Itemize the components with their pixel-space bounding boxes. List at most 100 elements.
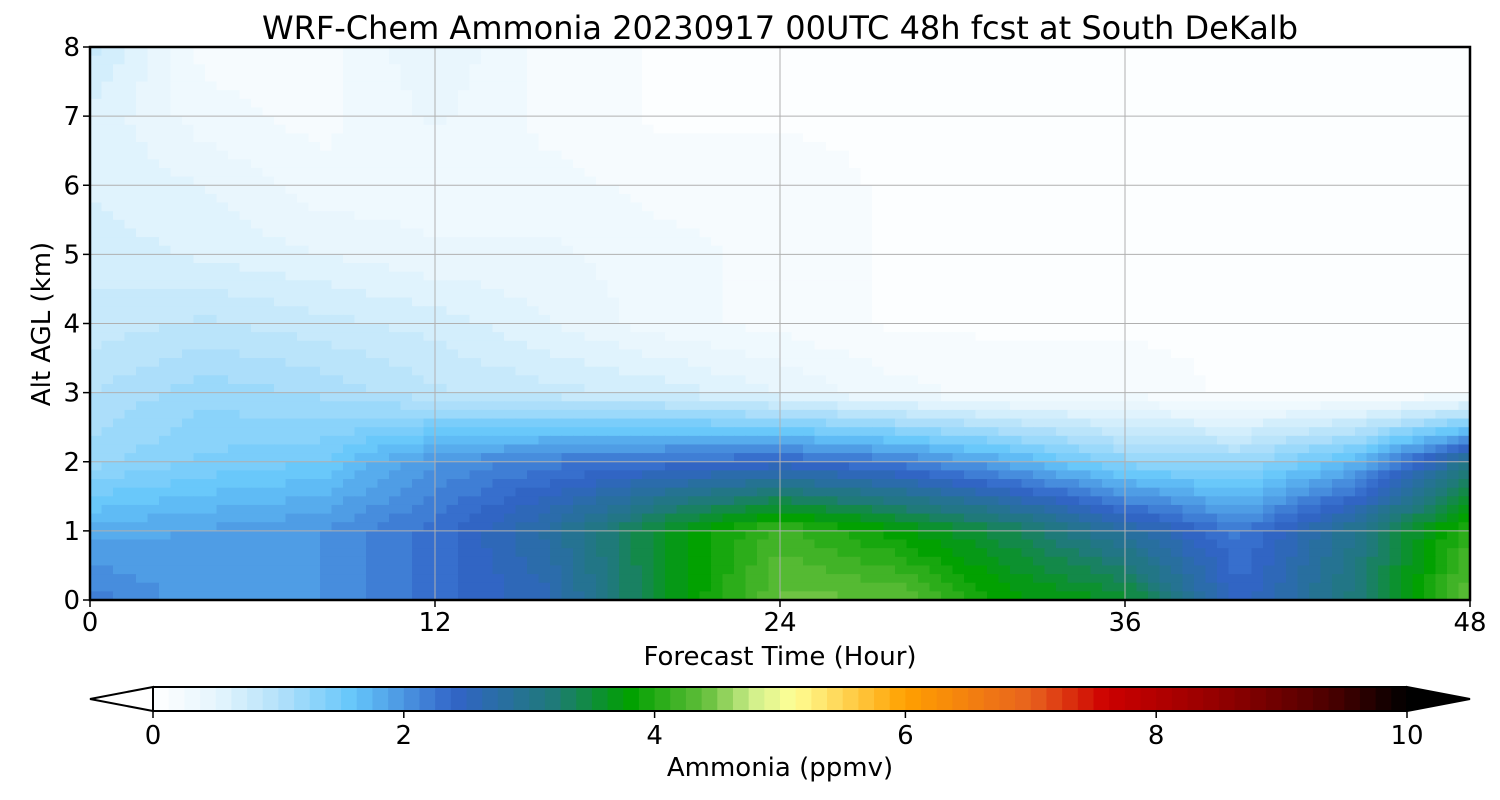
field-cell (251, 314, 264, 325)
field-cell (791, 323, 804, 333)
field-cell (734, 263, 747, 273)
field-cell (343, 245, 356, 255)
field-cell (1090, 55, 1103, 65)
field-cell (964, 90, 977, 100)
field-cell (1320, 392, 1333, 402)
field-cell (297, 228, 310, 238)
field-cell (906, 237, 919, 247)
field-cell (331, 392, 344, 402)
field-cell (941, 340, 954, 351)
field-cell (711, 271, 724, 281)
field-cell (297, 392, 310, 402)
field-cell (193, 401, 206, 411)
field-cell (458, 211, 471, 221)
field-cell (837, 306, 850, 316)
field-cell (377, 81, 390, 91)
field-cell (998, 150, 1011, 160)
field-cell (1320, 55, 1333, 65)
field-cell (791, 64, 804, 74)
field-cell (975, 297, 988, 307)
field-cell (711, 383, 724, 394)
field-cell (711, 142, 724, 152)
field-cell (285, 185, 298, 195)
field-cell (860, 116, 873, 126)
field-cell (239, 202, 252, 212)
field-cell (216, 366, 229, 376)
field-cell (791, 358, 804, 368)
field-cell (826, 133, 839, 143)
field-cell (895, 185, 908, 195)
field-cell (124, 219, 137, 230)
field-cell (1217, 193, 1230, 204)
field-cell (262, 150, 275, 160)
field-cell (1102, 228, 1115, 238)
field-cell (446, 124, 459, 135)
field-cell (1389, 297, 1402, 307)
field-cell (136, 263, 149, 273)
field-cell (872, 280, 885, 290)
field-cell (216, 332, 229, 342)
field-cell (1021, 116, 1034, 126)
field-cell (1056, 193, 1069, 204)
field-cell (1090, 98, 1103, 109)
field-cell (1217, 366, 1230, 376)
field-cell (170, 383, 183, 394)
field-cell (251, 81, 264, 91)
field-cell (906, 323, 919, 333)
field-cell (124, 340, 137, 351)
field-cell (722, 306, 735, 316)
field-cell (1205, 340, 1218, 351)
field-cell (481, 254, 494, 264)
field-cell (1389, 306, 1402, 316)
field-cell (596, 297, 609, 307)
field-cell (1378, 133, 1391, 143)
field-cell (1447, 383, 1460, 394)
field-cell (1056, 185, 1069, 195)
field-cell (492, 193, 505, 204)
field-cell (699, 98, 712, 109)
field-cell (308, 280, 321, 290)
field-cell (1171, 167, 1184, 178)
field-cell (1263, 306, 1276, 316)
field-cell (550, 55, 563, 65)
field-cell (1194, 176, 1207, 186)
field-cell (1412, 47, 1425, 57)
field-cell (711, 263, 724, 273)
field-cell (1309, 332, 1322, 342)
field-cell (1378, 98, 1391, 109)
field-cell (734, 228, 747, 238)
field-cell (803, 332, 816, 342)
field-cell (113, 142, 126, 152)
field-cell (1355, 263, 1368, 273)
field-cell (803, 185, 816, 195)
field-cell (550, 280, 563, 290)
field-cell (883, 401, 896, 411)
field-cell (837, 237, 850, 247)
field-cell (320, 47, 333, 57)
field-cell (274, 133, 287, 143)
field-cell (1136, 392, 1149, 402)
field-cell (262, 358, 275, 368)
field-cell (262, 55, 275, 65)
field-cell (170, 297, 183, 307)
field-cell (366, 358, 379, 368)
field-cell (446, 228, 459, 238)
field-cell (642, 55, 655, 65)
field-cell (872, 254, 885, 264)
field-cell (400, 64, 413, 74)
field-cell (975, 211, 988, 221)
field-cell (515, 98, 528, 109)
field-cell (1102, 142, 1115, 152)
field-cell (1044, 306, 1057, 316)
field-cell (274, 392, 287, 402)
field-cell (987, 211, 1000, 221)
field-cell (469, 228, 482, 238)
field-cell (665, 288, 678, 299)
field-cell (113, 116, 126, 126)
field-cell (561, 202, 574, 212)
field-cell (1424, 90, 1437, 100)
field-cell (630, 401, 643, 411)
field-cell (308, 383, 321, 394)
field-cell (182, 288, 195, 299)
field-cell (515, 81, 528, 91)
